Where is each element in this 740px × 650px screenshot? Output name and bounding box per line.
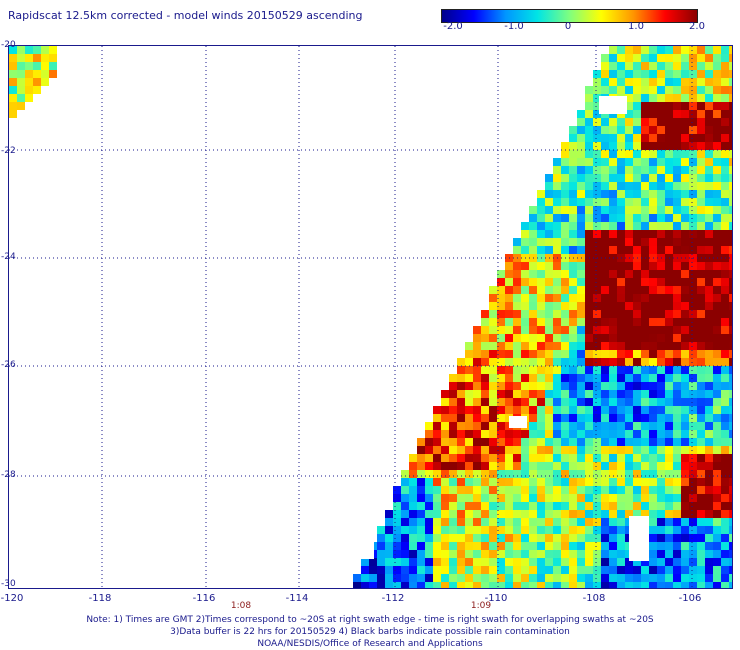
- footnote-line: 3)Data buffer is 22 hrs for 20150529 4) …: [170, 627, 570, 637]
- footnote-credit: NOAA/NESDIS/Office of Research and Appli…: [257, 639, 483, 649]
- lat-label: -28: [1, 470, 16, 480]
- time-label: 1:09: [470, 601, 492, 611]
- data-gap: [329, 531, 374, 559]
- lon-label: -120: [0, 593, 24, 604]
- data-gap: [599, 96, 627, 114]
- lon-label: -114: [285, 593, 309, 604]
- lon-label: -108: [582, 593, 606, 604]
- wind-difference-map: [8, 45, 733, 589]
- colorbar-tick-label: -2.0: [443, 21, 463, 32]
- lon-label: -118: [88, 593, 112, 604]
- lat-label: -30: [1, 579, 16, 589]
- lat-label: -20: [1, 40, 16, 50]
- colorbar: [441, 9, 698, 23]
- map-title: Rapidscat 12.5km corrected - model winds…: [8, 9, 363, 22]
- data-gap: [249, 511, 284, 533]
- lon-label: -110: [484, 593, 508, 604]
- lat-label: -26: [1, 360, 16, 370]
- map-canvas: [9, 46, 732, 588]
- lon-label: -106: [678, 593, 702, 604]
- lon-label: -112: [381, 593, 405, 604]
- time-label: 1:08: [230, 601, 252, 611]
- lon-label: -116: [192, 593, 216, 604]
- footnote-line: Note: 1) Times are GMT 2)Times correspon…: [86, 615, 654, 625]
- graticule: [9, 46, 732, 588]
- data-gap: [629, 516, 649, 561]
- lat-label: -22: [1, 146, 16, 156]
- colorbar-tick-label: 2.0: [689, 21, 705, 32]
- colorbar-tick-label: -1.0: [504, 21, 524, 32]
- colorbar-tick-label: 1.0: [628, 21, 644, 32]
- wind-field: [9, 46, 732, 588]
- data-gap: [509, 416, 527, 428]
- colorbar-tick-label: 0: [564, 21, 572, 32]
- lat-label: -24: [1, 252, 16, 262]
